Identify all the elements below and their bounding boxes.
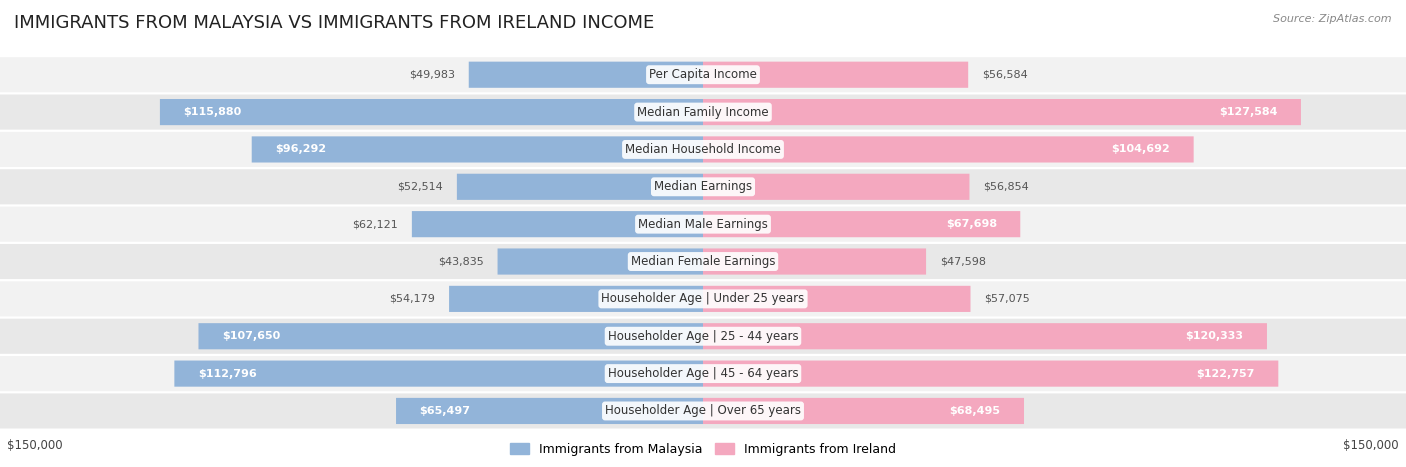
Text: Householder Age | Over 65 years: Householder Age | Over 65 years (605, 404, 801, 417)
Text: IMMIGRANTS FROM MALAYSIA VS IMMIGRANTS FROM IRELAND INCOME: IMMIGRANTS FROM MALAYSIA VS IMMIGRANTS F… (14, 14, 654, 32)
FancyBboxPatch shape (703, 286, 970, 312)
FancyBboxPatch shape (252, 136, 703, 163)
FancyBboxPatch shape (703, 211, 1021, 237)
Legend: Immigrants from Malaysia, Immigrants from Ireland: Immigrants from Malaysia, Immigrants fro… (505, 438, 901, 461)
FancyBboxPatch shape (0, 169, 1406, 205)
FancyBboxPatch shape (457, 174, 703, 200)
Text: Median Male Earnings: Median Male Earnings (638, 218, 768, 231)
FancyBboxPatch shape (174, 361, 703, 387)
FancyBboxPatch shape (449, 286, 703, 312)
Text: Householder Age | 45 - 64 years: Householder Age | 45 - 64 years (607, 367, 799, 380)
FancyBboxPatch shape (160, 99, 703, 125)
Text: $104,692: $104,692 (1112, 144, 1170, 155)
FancyBboxPatch shape (703, 398, 1024, 424)
FancyBboxPatch shape (703, 248, 927, 275)
Text: $62,121: $62,121 (352, 219, 398, 229)
FancyBboxPatch shape (198, 323, 703, 349)
Text: $65,497: $65,497 (419, 406, 471, 416)
FancyBboxPatch shape (0, 57, 1406, 92)
Text: $122,757: $122,757 (1197, 368, 1256, 379)
FancyBboxPatch shape (0, 318, 1406, 354)
FancyBboxPatch shape (396, 398, 703, 424)
FancyBboxPatch shape (703, 361, 1278, 387)
Text: Per Capita Income: Per Capita Income (650, 68, 756, 81)
FancyBboxPatch shape (703, 323, 1267, 349)
FancyBboxPatch shape (0, 206, 1406, 242)
Text: $150,000: $150,000 (1343, 439, 1399, 452)
Text: $56,584: $56,584 (983, 70, 1028, 80)
Text: Median Female Earnings: Median Female Earnings (631, 255, 775, 268)
FancyBboxPatch shape (412, 211, 703, 237)
Text: $112,796: $112,796 (198, 368, 256, 379)
FancyBboxPatch shape (0, 244, 1406, 279)
Text: $56,854: $56,854 (984, 182, 1029, 192)
Text: Median Household Income: Median Household Income (626, 143, 780, 156)
Text: $107,650: $107,650 (222, 331, 280, 341)
Text: $120,333: $120,333 (1185, 331, 1243, 341)
FancyBboxPatch shape (703, 136, 1194, 163)
Text: $67,698: $67,698 (946, 219, 997, 229)
Text: $54,179: $54,179 (389, 294, 434, 304)
FancyBboxPatch shape (703, 62, 969, 88)
Text: $115,880: $115,880 (183, 107, 242, 117)
FancyBboxPatch shape (703, 99, 1301, 125)
FancyBboxPatch shape (0, 94, 1406, 130)
Text: $52,514: $52,514 (396, 182, 443, 192)
FancyBboxPatch shape (0, 393, 1406, 429)
Text: $57,075: $57,075 (984, 294, 1031, 304)
Text: Median Family Income: Median Family Income (637, 106, 769, 119)
Text: $47,598: $47,598 (941, 256, 986, 267)
Text: $150,000: $150,000 (7, 439, 63, 452)
FancyBboxPatch shape (0, 281, 1406, 317)
FancyBboxPatch shape (498, 248, 703, 275)
FancyBboxPatch shape (0, 356, 1406, 391)
Text: $127,584: $127,584 (1219, 107, 1278, 117)
Text: $96,292: $96,292 (276, 144, 326, 155)
Text: $68,495: $68,495 (949, 406, 1001, 416)
FancyBboxPatch shape (703, 174, 970, 200)
Text: $43,835: $43,835 (437, 256, 484, 267)
FancyBboxPatch shape (0, 132, 1406, 167)
Text: $49,983: $49,983 (409, 70, 454, 80)
Text: Householder Age | Under 25 years: Householder Age | Under 25 years (602, 292, 804, 305)
Text: Median Earnings: Median Earnings (654, 180, 752, 193)
FancyBboxPatch shape (468, 62, 703, 88)
Text: Householder Age | 25 - 44 years: Householder Age | 25 - 44 years (607, 330, 799, 343)
Text: Source: ZipAtlas.com: Source: ZipAtlas.com (1274, 14, 1392, 24)
